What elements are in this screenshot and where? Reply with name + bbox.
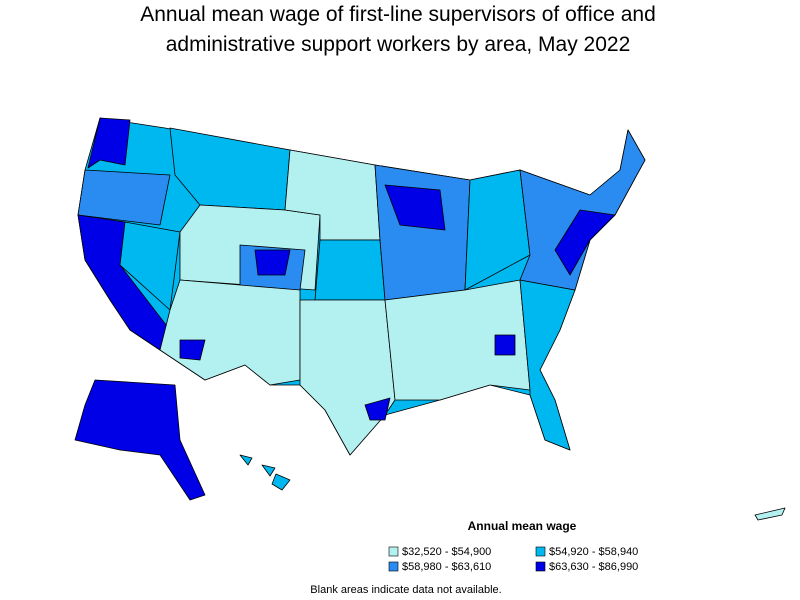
note: Blank areas indicate data not available. xyxy=(310,584,501,596)
region xyxy=(299,299,396,456)
region xyxy=(271,473,291,491)
region xyxy=(77,169,171,226)
legend-swatch xyxy=(388,546,399,557)
legend-label: $32,520 - $54,900 xyxy=(402,546,491,558)
region xyxy=(179,339,206,361)
region xyxy=(87,117,131,169)
region xyxy=(554,209,616,276)
legend-label: $58,980 - $63,610 xyxy=(402,561,491,573)
region xyxy=(384,184,446,231)
legend-swatch xyxy=(535,561,546,572)
region xyxy=(254,249,291,276)
region xyxy=(314,239,386,301)
region xyxy=(364,397,391,421)
region xyxy=(519,279,576,451)
legend-title: Annual mean wage xyxy=(468,519,577,533)
legend-label: $63,630 - $86,990 xyxy=(549,561,638,573)
legend-swatch xyxy=(535,546,546,557)
region xyxy=(239,454,253,466)
region xyxy=(754,507,786,521)
title-line: administrative support workers by area, … xyxy=(166,33,631,56)
region xyxy=(74,379,206,501)
legend-label: $54,920 - $58,940 xyxy=(549,546,638,558)
region xyxy=(261,464,276,477)
title-line: Annual mean wage of first-line superviso… xyxy=(140,3,656,26)
region xyxy=(159,279,301,386)
region xyxy=(384,279,531,401)
map xyxy=(74,117,786,521)
region xyxy=(494,334,516,356)
legend-swatch xyxy=(388,561,399,572)
legend: $32,520 - $54,900 $54,920 - $58,940 $58,98… xyxy=(388,546,638,573)
